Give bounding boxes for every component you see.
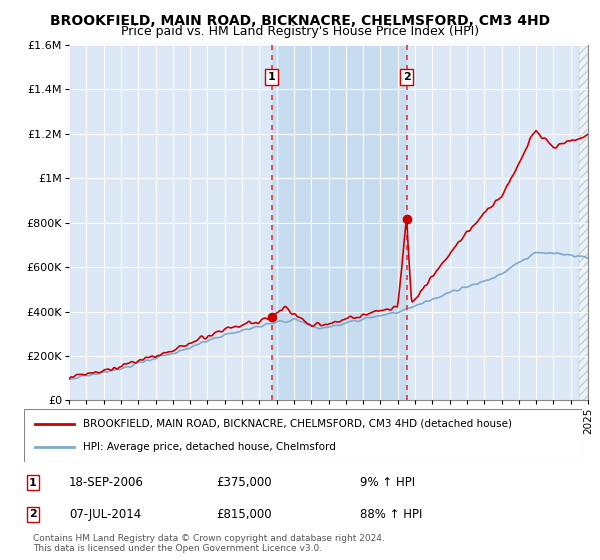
Text: 1: 1 bbox=[29, 478, 37, 488]
Text: £375,000: £375,000 bbox=[216, 476, 272, 489]
Text: 07-JUL-2014: 07-JUL-2014 bbox=[69, 507, 141, 521]
Text: 2: 2 bbox=[403, 72, 410, 82]
Text: Price paid vs. HM Land Registry's House Price Index (HPI): Price paid vs. HM Land Registry's House … bbox=[121, 25, 479, 38]
Text: 2: 2 bbox=[29, 509, 37, 519]
Bar bbox=[272, 45, 407, 400]
Text: £815,000: £815,000 bbox=[216, 507, 272, 521]
Text: 9% ↑ HPI: 9% ↑ HPI bbox=[360, 476, 415, 489]
FancyBboxPatch shape bbox=[24, 409, 582, 462]
Text: 88% ↑ HPI: 88% ↑ HPI bbox=[360, 507, 422, 521]
Text: BROOKFIELD, MAIN ROAD, BICKNACRE, CHELMSFORD, CM3 4HD (detached house): BROOKFIELD, MAIN ROAD, BICKNACRE, CHELMS… bbox=[83, 419, 512, 429]
Text: 1: 1 bbox=[268, 72, 275, 82]
Text: BROOKFIELD, MAIN ROAD, BICKNACRE, CHELMSFORD, CM3 4HD: BROOKFIELD, MAIN ROAD, BICKNACRE, CHELMS… bbox=[50, 14, 550, 28]
Text: HPI: Average price, detached house, Chelmsford: HPI: Average price, detached house, Chel… bbox=[83, 442, 335, 452]
Text: Contains HM Land Registry data © Crown copyright and database right 2024.
This d: Contains HM Land Registry data © Crown c… bbox=[33, 534, 385, 553]
Text: 18-SEP-2006: 18-SEP-2006 bbox=[69, 476, 144, 489]
Bar bbox=[580, 45, 588, 400]
